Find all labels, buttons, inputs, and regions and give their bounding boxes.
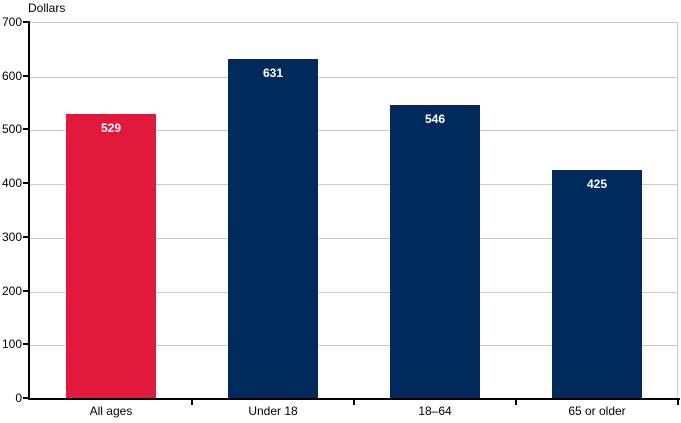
gridline-100 bbox=[30, 345, 677, 347]
y-axis-tick-500 bbox=[23, 128, 30, 131]
bar-all-ages: 529 bbox=[66, 113, 156, 398]
bar-value-label-under-18: 631 bbox=[262, 66, 284, 81]
category-label-under-18: Under 18 bbox=[248, 404, 298, 418]
y-axis-tick-100 bbox=[23, 343, 30, 346]
x-axis-tick-3 bbox=[515, 400, 517, 405]
category-label-18-64: 18–64 bbox=[418, 404, 452, 418]
x-axis-tick-4 bbox=[677, 400, 679, 405]
y-axis-tick-600 bbox=[23, 74, 30, 77]
bar-65-or-older: 425 bbox=[552, 169, 642, 398]
y-tick-label-500: 500 bbox=[1, 122, 22, 137]
bar-value-label-18-64: 546 bbox=[424, 111, 446, 126]
plot-area: 529 631 546 425 bbox=[30, 22, 678, 398]
y-tick-label-400: 400 bbox=[1, 176, 22, 191]
bar-18-64: 546 bbox=[390, 104, 480, 398]
y-tick-label-200: 200 bbox=[1, 283, 22, 298]
y-tick-label-0: 0 bbox=[15, 391, 22, 405]
y-tick-label-100: 100 bbox=[1, 337, 22, 352]
y-axis-tick-0 bbox=[23, 397, 30, 399]
y-tick-label-700: 700 bbox=[1, 15, 22, 29]
bar-under-18: 631 bbox=[228, 59, 318, 398]
y-axis-tick-700 bbox=[23, 21, 30, 23]
category-label-all-ages: All ages bbox=[89, 404, 133, 418]
x-axis-tick-1 bbox=[191, 400, 193, 405]
x-axis-tick-2 bbox=[353, 400, 355, 405]
y-axis-tick-400 bbox=[23, 182, 30, 185]
y-tick-label-600: 600 bbox=[1, 68, 22, 83]
bar-value-label-all-ages: 529 bbox=[100, 120, 122, 135]
gridline-600 bbox=[30, 76, 677, 78]
gridline-300 bbox=[30, 237, 677, 239]
gridline-200 bbox=[30, 291, 677, 293]
y-tick-label-300: 300 bbox=[1, 229, 22, 244]
y-axis-tick-200 bbox=[23, 289, 30, 292]
y-axis-tick-300 bbox=[23, 235, 30, 238]
bar-value-label-65-or-older: 425 bbox=[586, 176, 608, 191]
y-axis-line bbox=[28, 22, 30, 400]
gridline-500 bbox=[30, 130, 677, 132]
x-axis-line bbox=[28, 398, 680, 400]
category-label-65-or-older: 65 or older bbox=[568, 404, 626, 418]
y-axis-unit-label: Dollars bbox=[28, 1, 66, 15]
gridline-400 bbox=[30, 184, 677, 186]
